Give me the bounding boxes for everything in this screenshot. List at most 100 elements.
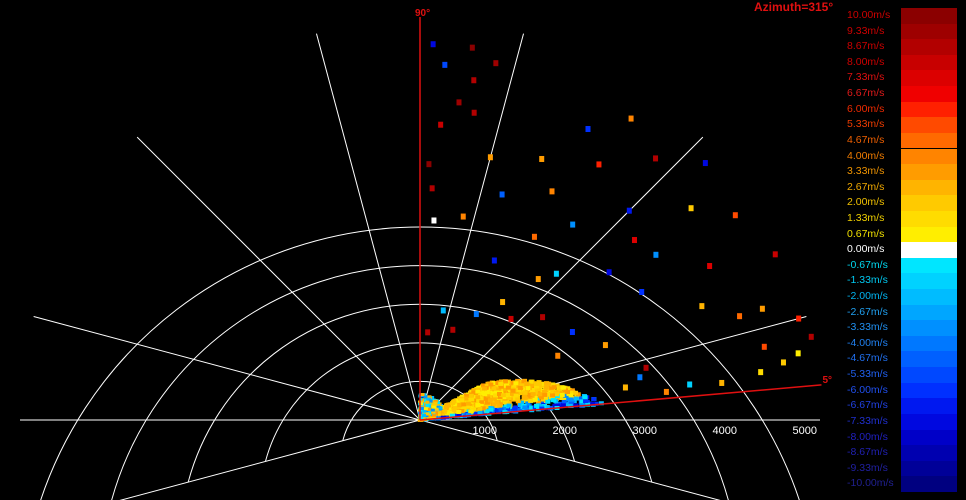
legend-swatch bbox=[901, 445, 957, 461]
echo-cell bbox=[423, 404, 428, 408]
velocity-point bbox=[487, 154, 493, 161]
echo-cell bbox=[474, 398, 480, 403]
velocity-point bbox=[471, 77, 477, 84]
legend-swatch bbox=[901, 429, 957, 446]
velocity-point bbox=[431, 217, 437, 224]
velocity-marks bbox=[425, 41, 814, 395]
echo-cell bbox=[515, 399, 521, 404]
echo-cell bbox=[495, 410, 501, 415]
echo-cell bbox=[429, 411, 434, 415]
echo-cell bbox=[427, 397, 432, 401]
velocity-point bbox=[663, 388, 669, 395]
echo-cell bbox=[449, 413, 455, 418]
echo-cell bbox=[480, 406, 486, 411]
echo-cell bbox=[567, 403, 573, 408]
echo-cell bbox=[529, 388, 535, 393]
echo-cell bbox=[468, 393, 474, 398]
echo-cell bbox=[424, 399, 429, 403]
legend-swatch bbox=[901, 8, 957, 24]
echo-cell bbox=[525, 401, 531, 406]
legend-label: 10.00m/s bbox=[847, 9, 891, 21]
legend-row: 7.33m/s bbox=[843, 70, 966, 87]
echo-cell bbox=[519, 383, 525, 388]
echo-cell bbox=[568, 393, 574, 398]
legend-label: -5.33m/s bbox=[847, 368, 888, 381]
legend-swatch bbox=[901, 101, 957, 118]
echo-cell bbox=[465, 401, 471, 406]
echo-cell bbox=[555, 403, 561, 408]
legend-label: -8.00m/s bbox=[847, 430, 888, 443]
echo-cell bbox=[563, 393, 569, 398]
velocity-point bbox=[719, 379, 725, 386]
velocity-point bbox=[653, 155, 659, 162]
legend-label: 7.33m/s bbox=[847, 71, 885, 84]
echo-cell bbox=[508, 408, 514, 413]
echo-cell bbox=[477, 410, 483, 415]
legend-row: 6.67m/s bbox=[843, 86, 966, 102]
legend-label: -10.00m/s bbox=[847, 477, 894, 490]
echo-cell bbox=[493, 393, 499, 398]
legend-row: 2.67m/s bbox=[843, 179, 966, 196]
echo-cell bbox=[569, 388, 575, 393]
legend-row: 0.67m/s bbox=[843, 226, 966, 243]
legend-swatch bbox=[901, 289, 957, 305]
range-tick-label: 3000 bbox=[633, 425, 657, 437]
legend-swatch bbox=[901, 351, 957, 368]
echo-cell bbox=[420, 393, 425, 397]
velocity-point bbox=[653, 251, 659, 258]
velocity-point bbox=[425, 329, 431, 336]
echo-cell bbox=[545, 399, 551, 404]
echo-cell bbox=[425, 400, 430, 404]
echo-cell bbox=[459, 409, 465, 414]
echo-cell bbox=[506, 403, 512, 408]
velocity-point bbox=[628, 115, 634, 122]
echo-cell bbox=[478, 396, 484, 401]
echo-cell bbox=[568, 401, 574, 406]
legend-swatch bbox=[901, 242, 957, 258]
echo-cell bbox=[485, 381, 491, 386]
echo-cell bbox=[431, 410, 436, 414]
legend-row: -9.33m/s bbox=[843, 460, 966, 477]
velocity-point bbox=[602, 342, 608, 349]
echo-cell bbox=[550, 382, 556, 387]
legend-row: -3.33m/s bbox=[843, 320, 966, 336]
echo-cell bbox=[482, 392, 488, 397]
echo-cell bbox=[441, 410, 447, 415]
echo-cell bbox=[494, 407, 500, 412]
echo-cell bbox=[542, 392, 548, 397]
echo-cell bbox=[479, 399, 485, 404]
echo-cell bbox=[591, 397, 597, 402]
echo-cell bbox=[512, 406, 518, 411]
legend-row: -1.33m/s bbox=[843, 273, 966, 289]
echo-cell bbox=[474, 411, 480, 416]
velocity-point bbox=[460, 213, 466, 220]
legend-swatch bbox=[901, 335, 957, 352]
legend-swatch bbox=[901, 117, 957, 133]
legend-row: -0.67m/s bbox=[843, 257, 966, 274]
echo-cell bbox=[430, 401, 435, 405]
echo-cell bbox=[479, 389, 485, 394]
echo-cell bbox=[505, 401, 511, 406]
velocity-point bbox=[796, 315, 802, 322]
echo-cell bbox=[431, 412, 437, 417]
echo-cell bbox=[496, 388, 502, 393]
legend-row: -6.00m/s bbox=[843, 382, 966, 399]
echo-cell bbox=[497, 394, 503, 399]
echo-cell bbox=[550, 393, 556, 398]
legend-label: -2.00m/s bbox=[847, 290, 888, 303]
legend-label: -2.67m/s bbox=[847, 305, 888, 318]
velocity-point bbox=[772, 251, 778, 258]
echo-cell bbox=[531, 381, 537, 386]
echo-cell bbox=[540, 384, 546, 389]
echo-cell bbox=[565, 386, 571, 391]
velocity-point bbox=[737, 313, 743, 320]
legend-label: 0.00m/s bbox=[847, 243, 885, 256]
echo-cell bbox=[528, 398, 534, 403]
echo-cell bbox=[435, 407, 440, 411]
range-tick-labels: 1000 2000 3000 4000 5000 bbox=[473, 425, 817, 437]
echo-cell bbox=[488, 382, 494, 387]
echo-cell bbox=[532, 397, 538, 402]
echo-cell bbox=[464, 403, 470, 408]
echo-cell bbox=[535, 400, 541, 405]
